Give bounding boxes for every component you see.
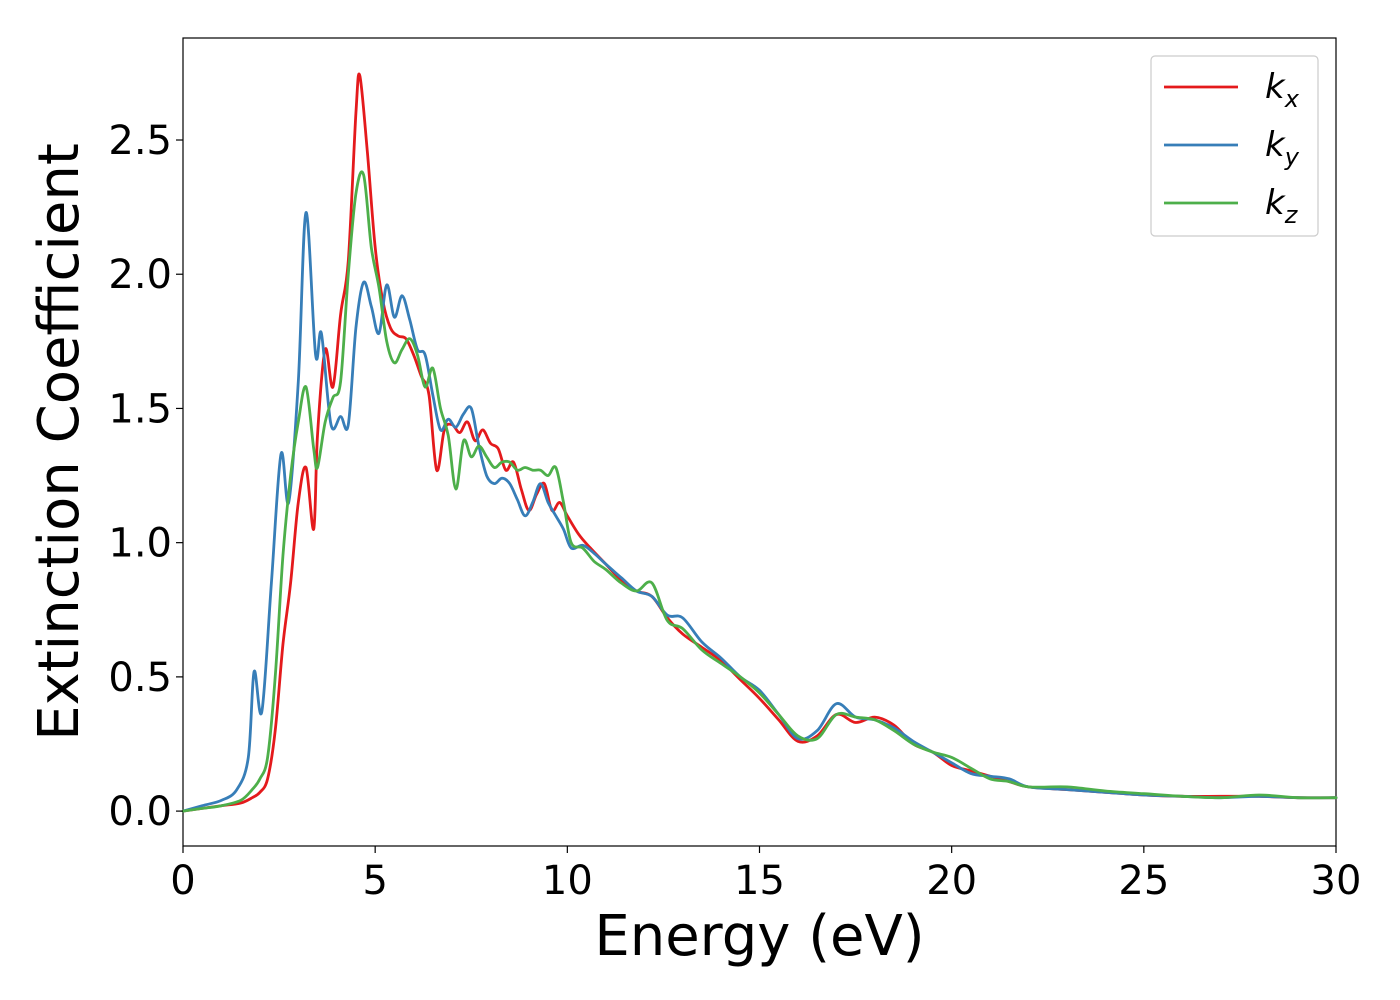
y-tick-label: 1.5 <box>108 386 172 432</box>
x-tick-label: 0 <box>170 858 195 904</box>
y-tick-label: 1.0 <box>108 521 172 567</box>
y-tick-label: 2.0 <box>108 252 172 298</box>
series-layer <box>181 72 1338 813</box>
y-tick-label: 2.5 <box>108 118 172 164</box>
y-axis-title: Extinction Coefficient <box>27 143 92 741</box>
x-tick-label: 20 <box>926 858 977 904</box>
x-tick-label: 30 <box>1311 858 1362 904</box>
series-line-y <box>181 211 1338 813</box>
y-axis-ticks: 0.0 0.5 1.0 1.5 2.0 2.5 <box>108 118 183 835</box>
x-tick-label: 15 <box>734 858 785 904</box>
plot-area <box>181 37 1338 847</box>
x-tick-label: 5 <box>362 858 387 904</box>
x-axis-title: Energy (eV) <box>594 904 924 969</box>
x-axis-ticks: 0 5 10 15 20 25 30 <box>170 846 1361 904</box>
plot-frame <box>182 37 1337 847</box>
y-tick-label: 0.5 <box>108 655 172 701</box>
x-tick-label: 10 <box>542 858 593 904</box>
y-tick-label: 0.0 <box>108 789 172 835</box>
x-tick-label: 25 <box>1118 858 1169 904</box>
series-line-z <box>181 170 1338 813</box>
